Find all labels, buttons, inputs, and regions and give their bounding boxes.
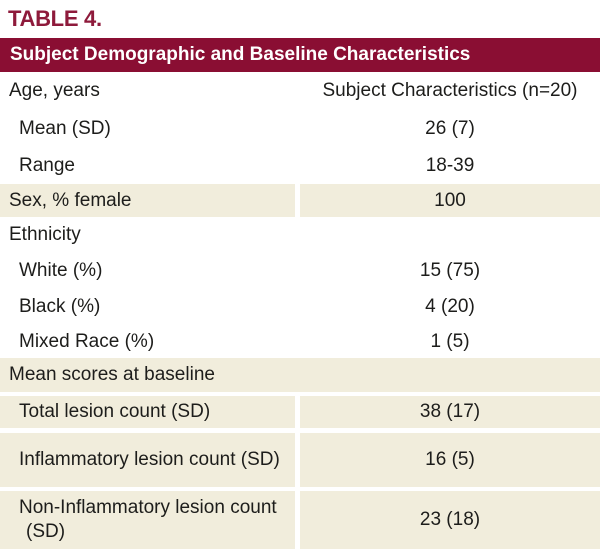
table-title: Subject Demographic and Baseline Charact…: [10, 44, 471, 65]
row-value: 100: [300, 184, 600, 217]
row-label: Sex, % female: [0, 184, 295, 217]
row-label: Inflammatory lesion count (SD): [0, 433, 295, 487]
row-value: 1 (5): [430, 330, 470, 352]
row-value: 38 (17): [300, 396, 600, 428]
row-inflammatory-lesion-count: Inflammatory lesion count (SD) 16 (5): [0, 433, 600, 487]
row-label: Mean scores at baseline: [9, 364, 215, 385]
row-label: White (%): [19, 260, 103, 281]
row-white: White (%) 15 (75): [0, 253, 600, 289]
row-black: Black (%) 4 (20): [0, 289, 600, 325]
row-non-inflammatory-lesion-count: Non-Inflammatory lesion count (SD) 23 (1…: [0, 491, 600, 549]
row-mean-scores-baseline: Mean scores at baseline: [0, 358, 600, 392]
row-label: Total lesion count (SD): [0, 396, 295, 428]
row-mixed-race: Mixed Race (%) 1 (5): [0, 325, 600, 358]
row-label: Ethnicity: [9, 224, 81, 245]
row-value: 16 (5): [300, 433, 600, 487]
row-value: 15 (75): [419, 260, 481, 281]
row-label: Non-Inflammatory lesion count (SD): [0, 491, 295, 549]
row-label: Mixed Race (%): [19, 330, 155, 352]
row-label: Range: [19, 155, 75, 176]
row-value: 26 (7): [425, 118, 475, 139]
row-total-lesion-count: Total lesion count (SD) 38 (17): [0, 396, 600, 428]
row-value: 4 (20): [425, 296, 475, 317]
row-mean-sd: Mean (SD) 26 (7): [0, 110, 600, 148]
row-label: Mean (SD): [19, 118, 111, 139]
row-separator: [0, 487, 600, 491]
table-header-bar: Subject Demographic and Baseline Charact…: [0, 38, 600, 72]
row-value: 18-39: [425, 155, 475, 176]
row-label: Age, years: [9, 80, 100, 101]
row-age-years: Age, years Subject Characteristics (n=20…: [0, 72, 600, 110]
row-label: Black (%): [19, 296, 101, 317]
row-separator: [0, 392, 600, 396]
table-label: TABLE 4.: [8, 6, 102, 31]
row-value: Subject Characteristics (n=20): [322, 80, 578, 101]
row-separator: [0, 428, 600, 433]
row-sex-female: Sex, % female 100: [0, 184, 600, 217]
row-value: [300, 217, 600, 253]
row-range: Range 18-39: [0, 148, 600, 184]
row-value: 23 (18): [300, 491, 600, 549]
row-ethnicity: Ethnicity: [0, 217, 600, 253]
